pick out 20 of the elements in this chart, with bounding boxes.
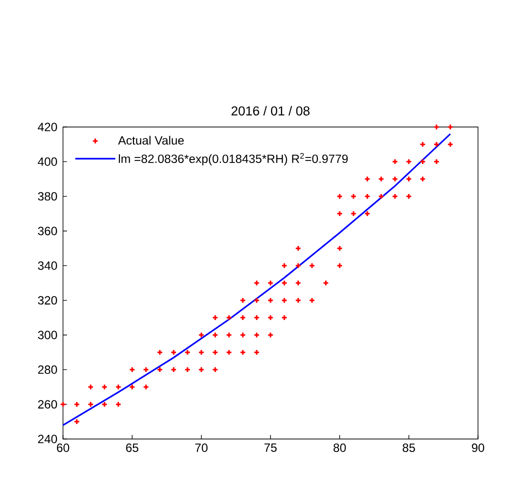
x-tick-label: 60 — [56, 444, 70, 452]
legend-label: lm =82.0836*exp(0.018435*RH) R$^{2}$=0.9779 — [118, 153, 348, 166]
y-tick-label: 380 — [38, 192, 58, 201]
x-tick-label: 80 — [334, 444, 346, 452]
y-tick-label: 360 — [38, 226, 58, 236]
x-tick-label: 90 — [472, 444, 484, 452]
y-tick-label: 260 — [38, 400, 58, 409]
x-tick-label: 85 — [402, 444, 415, 452]
y-tick-label: 320 — [38, 296, 58, 305]
y-tick-label: 340 — [38, 261, 58, 270]
x-tick-label: 65 — [126, 444, 138, 452]
legend-label: Actual Value — [118, 136, 184, 145]
y-tick-label: 240 — [38, 434, 58, 444]
y-tick-label: 400 — [38, 157, 58, 166]
y-tick-label: 280 — [38, 365, 58, 374]
x-tick-label: 75 — [264, 444, 277, 452]
x-tick-label: 70 — [195, 444, 208, 452]
chart-title: 2016 / 01 / 08 — [232, 106, 310, 116]
y-tick-label: 420 — [38, 122, 58, 132]
y-tick-label: 300 — [38, 330, 58, 340]
